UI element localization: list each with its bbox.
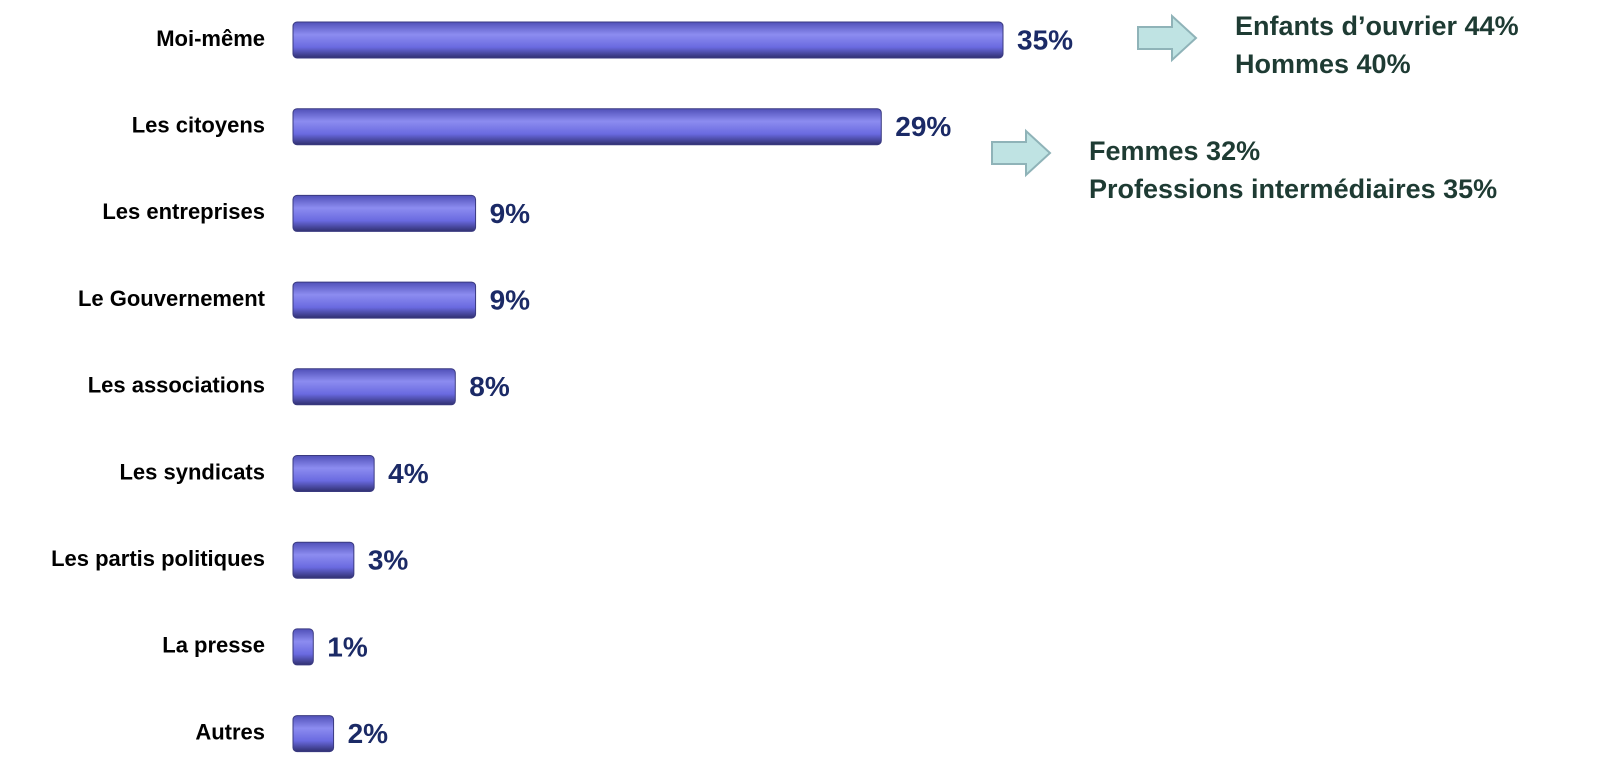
bar xyxy=(292,108,882,146)
bar xyxy=(292,21,1004,59)
category-label: Les entreprises xyxy=(102,199,265,224)
annotation-text: Enfants d’ouvrier 44% xyxy=(1235,11,1519,41)
category-label: La presse xyxy=(162,633,265,658)
value-label: 29% xyxy=(895,111,951,142)
annotation-text: Femmes 32% xyxy=(1089,136,1260,166)
category-label: Les partis politiques xyxy=(51,546,265,571)
value-label: 2% xyxy=(348,718,389,749)
value-label: 9% xyxy=(490,284,531,315)
category-label: Le Gouvernement xyxy=(78,286,266,311)
category-label: Moi-même xyxy=(156,26,265,51)
bar xyxy=(292,541,355,579)
value-label: 35% xyxy=(1017,24,1073,55)
value-label: 1% xyxy=(327,631,368,662)
value-label: 3% xyxy=(368,545,409,576)
bar xyxy=(292,455,375,492)
arrow xyxy=(991,128,1052,178)
bar xyxy=(292,194,477,232)
value-label: 8% xyxy=(469,371,510,402)
value-label: 9% xyxy=(490,198,531,229)
value-label: 4% xyxy=(388,458,429,489)
category-label: Les citoyens xyxy=(132,113,265,138)
bar xyxy=(292,715,335,753)
category-label: Autres xyxy=(195,719,265,744)
arrow xyxy=(1137,13,1198,63)
category-label: Les syndicats xyxy=(119,459,265,484)
bar xyxy=(292,628,314,666)
bar xyxy=(292,368,456,406)
annotation-text: Professions intermédiaires 35% xyxy=(1089,174,1497,204)
category-label: Les associations xyxy=(88,373,265,398)
annotation-text: Hommes 40% xyxy=(1235,49,1411,79)
bar xyxy=(292,281,477,319)
